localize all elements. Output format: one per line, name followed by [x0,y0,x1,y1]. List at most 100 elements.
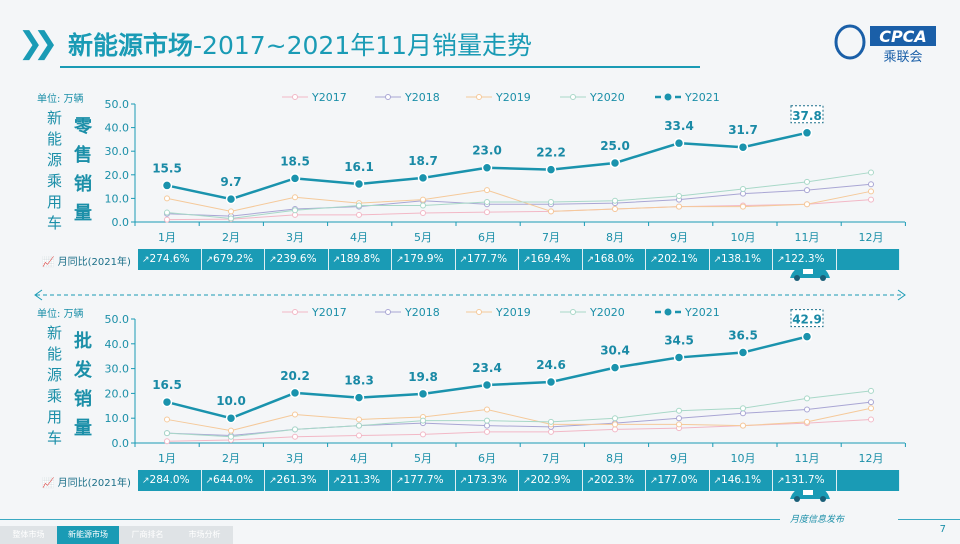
point-Y2018 [868,181,874,188]
point-Y2021 [289,387,301,399]
point-Y2020 [420,417,426,424]
x-tick-label: 6月 [478,231,496,244]
yoy-cell: ↗211.3% [328,470,392,491]
trend-icon: ↗ [269,255,277,265]
yoy-value: 146.1% [721,474,762,486]
data-label: 18.3 [344,374,374,388]
yoy-value: 168.0% [594,253,635,265]
x-tick-label: 3月 [286,452,304,465]
yoy-value: 202.9% [530,474,571,486]
point-Y2021 [417,172,429,184]
x-tick-label: 9月 [670,452,688,465]
point-Y2020 [868,169,874,176]
highlight-box [790,309,824,328]
legend-label: Y2019 [495,91,531,104]
point-Y2020 [484,198,490,205]
footer-tab[interactable]: 整体市场 [0,526,57,544]
data-label: 24.6 [536,358,566,372]
footer-tab-active[interactable]: 新能源市场 [57,526,119,544]
y-tick-label: 20.0 [105,387,130,400]
legend-marker [476,94,482,100]
point-Y2020 [612,415,618,422]
legend-label: Y2018 [404,306,440,319]
yoy-cell: ↗177.0% [646,470,710,491]
legend-label: Y2019 [495,306,531,319]
yoy-cell: ↗202.9% [519,470,583,491]
trend-icon: ↗ [332,255,341,265]
page-title: 新能源市场-2017~2021年11月销量走势 [68,26,532,62]
point-Y2019 [868,188,874,195]
y-tick-label: 0.0 [112,216,130,229]
yoy-value: 644.0% [213,474,254,486]
yoy-value: 131.7% [784,474,825,486]
trend-icon: ↗ [586,255,595,265]
point-Y2020 [228,433,234,440]
x-tick-label: 5月 [414,231,432,244]
y-tick-label: 40.0 [105,122,130,135]
data-label: 30.4 [600,344,630,358]
x-tick-label: 6月 [478,452,496,465]
footer-tab[interactable]: 厂商排名 [119,526,176,544]
point-Y2019 [612,206,618,213]
yoy-cell: ↗284.0% [138,470,202,491]
x-tick-label: 5月 [414,452,432,465]
page-number: 7 [939,524,946,535]
point-Y2019 [676,203,682,210]
point-Y2021 [801,331,813,342]
car-icon [790,266,830,281]
point-Y2019 [356,416,362,423]
point-Y2019 [292,194,298,201]
point-Y2019 [868,405,874,412]
yoy-value: 177.7% [467,253,508,265]
yoy-value: 284.0% [149,474,190,486]
x-tick-label: 3月 [286,231,304,244]
yoy-row: ↗284.0% ↗644.0% ↗261.3% ↗211.3% ↗177.7% ↗173.… [138,470,900,491]
legend-label: Y2021 [684,306,720,319]
point-Y2020 [548,418,554,425]
data-label: 25.0 [600,139,630,153]
point-Y2017 [356,432,362,439]
svg-text:CPCA: CPCA [879,27,927,46]
point-Y2019 [484,406,490,413]
svg-text:乘联会: 乘联会 [883,50,922,64]
data-label: 37.8 [792,109,822,123]
data-label: 42.9 [792,313,822,327]
yoy-cell: ↗274.6% [138,249,202,270]
yoy-cell: ↗122.3% [773,249,837,270]
point-Y2020 [804,178,810,185]
legend-marker [570,94,576,100]
yoy-cell: ↗131.7% [773,470,837,491]
point-Y2021 [545,164,557,175]
title-rest: -2017~2021年11月销量走势 [193,31,533,60]
data-label: 33.4 [664,119,694,133]
yoy-value: 173.3% [467,474,508,486]
point-Y2021 [225,412,237,424]
side-label: 新能源乘用车 [45,110,63,236]
point-Y2019 [740,422,746,429]
yoy-cell [836,249,900,270]
yoy-cell: ↗239.6% [265,249,329,270]
yoy-label: 📈 月同比(2021年) [42,474,131,489]
trend-icon: ↗ [523,255,531,265]
legend-marker [664,308,672,316]
y-tick-label: 30.0 [105,145,130,158]
legend-label: Y2017 [311,91,347,104]
point-Y2020 [804,395,810,402]
release-label: 月度信息发布 [790,515,845,525]
legend-marker [570,309,576,315]
legend-label: Y2017 [311,306,347,319]
footer-tab[interactable]: 市场分析 [176,526,233,544]
point-Y2021 [737,347,749,358]
side-label: 新能源乘用车 [45,325,63,451]
data-label: 31.7 [728,123,758,137]
legend-marker [664,93,672,101]
cpca-logo: CPCA 乘联会 [830,20,940,64]
point-Y2019 [164,195,170,202]
point-Y2018 [804,406,810,413]
point-Y2021 [289,173,301,184]
footer-line [0,519,780,520]
yoy-value: 211.3% [340,474,381,486]
legend-label: Y2020 [589,91,625,104]
